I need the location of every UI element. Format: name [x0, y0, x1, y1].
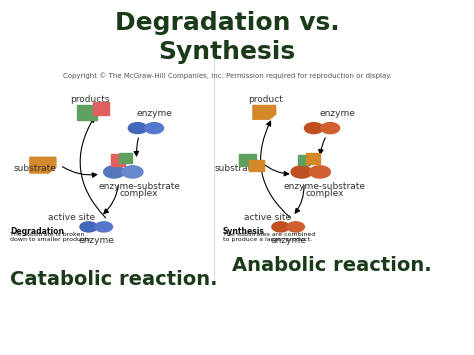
- Text: Synthesis: Synthesis: [159, 40, 296, 65]
- Ellipse shape: [287, 222, 304, 232]
- Polygon shape: [298, 155, 310, 165]
- Ellipse shape: [95, 222, 112, 232]
- Text: enzyme: enzyme: [320, 109, 356, 118]
- Ellipse shape: [104, 166, 125, 178]
- Text: substrate: substrate: [14, 164, 57, 173]
- Text: The substrate is broken: The substrate is broken: [10, 232, 85, 237]
- Text: Synthesis: Synthesis: [223, 227, 264, 236]
- Text: products: products: [70, 94, 109, 104]
- Text: substrates: substrates: [215, 164, 262, 173]
- Text: complex: complex: [120, 189, 158, 198]
- Ellipse shape: [291, 166, 312, 178]
- Ellipse shape: [272, 222, 289, 232]
- Text: active site: active site: [244, 213, 292, 222]
- Text: The substrates are combined: The substrates are combined: [223, 232, 315, 237]
- Text: down to smaller products.: down to smaller products.: [10, 237, 93, 242]
- Text: Degradation: Degradation: [10, 227, 64, 236]
- Text: Copyright © The McGraw-Hill Companies, Inc. Permission required for reproduction: Copyright © The McGraw-Hill Companies, I…: [63, 72, 392, 79]
- Text: product: product: [248, 94, 283, 104]
- Polygon shape: [239, 154, 255, 166]
- Polygon shape: [110, 154, 125, 165]
- Polygon shape: [253, 105, 276, 119]
- Text: enzyme: enzyme: [270, 236, 306, 245]
- Polygon shape: [119, 153, 132, 163]
- Text: enzyme: enzyme: [78, 236, 114, 245]
- Polygon shape: [306, 153, 320, 164]
- Ellipse shape: [128, 122, 147, 133]
- Ellipse shape: [310, 166, 330, 178]
- Polygon shape: [249, 159, 264, 171]
- Ellipse shape: [321, 122, 340, 133]
- Ellipse shape: [145, 122, 164, 133]
- Text: complex: complex: [305, 189, 344, 198]
- Text: active site: active site: [48, 213, 95, 222]
- Text: Degradation vs.: Degradation vs.: [115, 11, 339, 34]
- Text: enzyme-substrate: enzyme-substrate: [98, 182, 180, 191]
- Polygon shape: [77, 105, 97, 120]
- Polygon shape: [30, 157, 56, 173]
- Ellipse shape: [122, 166, 143, 178]
- Text: enzyme: enzyme: [137, 109, 173, 118]
- Ellipse shape: [80, 222, 97, 232]
- Text: enzyme-substrate: enzyme-substrate: [283, 182, 365, 191]
- Text: Anabolic reaction.: Anabolic reaction.: [232, 256, 431, 275]
- Text: Catabolic reaction.: Catabolic reaction.: [10, 270, 218, 289]
- Ellipse shape: [304, 122, 323, 133]
- Polygon shape: [92, 103, 109, 115]
- Text: to produce a larger product.: to produce a larger product.: [223, 237, 312, 242]
